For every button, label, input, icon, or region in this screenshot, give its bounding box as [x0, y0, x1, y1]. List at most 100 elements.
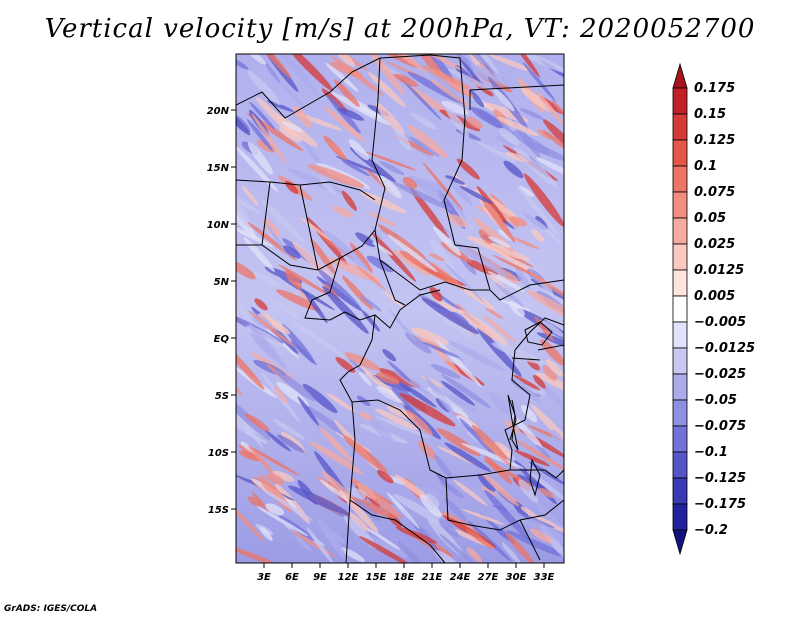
field-streak [539, 382, 564, 412]
colorbar-segment [672, 113, 688, 141]
colorbar-segment [672, 191, 688, 219]
field-streak [393, 182, 453, 211]
colorbar-segment [672, 295, 688, 323]
field-streak [323, 105, 365, 143]
field-streak [236, 193, 252, 229]
field-streak [538, 487, 555, 499]
lon-label: 15E [366, 572, 387, 583]
field-streak [306, 527, 334, 563]
field-streak [341, 190, 357, 211]
field-streak [302, 383, 338, 414]
field-streak [488, 236, 511, 248]
field-streak [441, 100, 469, 115]
field-streak [290, 320, 347, 359]
field-streak [433, 549, 458, 563]
colorbar-label: −0.0125 [694, 341, 755, 356]
field-streak [480, 513, 515, 545]
field-streak [418, 441, 437, 460]
field-streak [475, 140, 517, 163]
field-streak [535, 372, 564, 396]
field-streak [411, 327, 449, 345]
field-streak [466, 547, 482, 563]
field-streak [322, 285, 369, 334]
field-streak [528, 271, 564, 307]
field-streak [236, 342, 265, 390]
field-streak [277, 434, 305, 453]
latitude-axis: 20N 15N 10N 5N EQ 5S 10S 15S [207, 106, 236, 516]
field-streak [365, 151, 417, 171]
field-streak [288, 485, 350, 516]
field-streak [423, 387, 464, 410]
field-streak [236, 56, 249, 70]
field-streak [485, 307, 504, 320]
field-streak [535, 444, 551, 459]
field-streak [248, 142, 273, 175]
lon-label: 21E [422, 572, 443, 583]
field-streak [414, 485, 446, 498]
lon-label: 12E [338, 572, 359, 583]
lat-label: 10S [208, 448, 229, 459]
lake-outlines [507, 321, 553, 497]
field-streak [405, 409, 433, 436]
field-streak [391, 388, 422, 420]
field-streak [360, 295, 382, 312]
field-streak [433, 454, 453, 480]
field-streak [518, 185, 535, 198]
field-streak [290, 340, 317, 366]
field-streak [261, 199, 305, 243]
field-streak [419, 494, 442, 517]
field-streak [436, 427, 481, 457]
field-streak [425, 493, 440, 508]
colorbar-label: 0.15 [694, 107, 726, 122]
colorbar-label: −0.05 [694, 393, 737, 408]
field-streak [533, 515, 564, 535]
field-streak [529, 528, 553, 544]
grads-credit: GrADS: IGES/COLA [4, 604, 98, 614]
field-streak [238, 450, 261, 462]
colorbar-label: 0.025 [694, 237, 735, 252]
field-streak [236, 545, 278, 563]
field-streak [285, 54, 334, 92]
field-streak [542, 365, 558, 381]
colorbar-labels: 0.175 0.15 0.125 0.1 0.075 0.05 0.025 0.… [694, 81, 755, 538]
field-streak [262, 488, 313, 521]
field-streak [429, 239, 454, 270]
field-streak [398, 381, 437, 408]
field-streak [437, 312, 474, 338]
field-streak [251, 491, 270, 514]
field-streak [430, 79, 471, 107]
field-streak [409, 112, 437, 130]
field-streak [266, 472, 285, 485]
field-streak [302, 288, 328, 324]
field-streak [509, 216, 528, 227]
field-streak [375, 102, 405, 136]
field-streak [540, 319, 564, 338]
field-streak [329, 61, 363, 78]
colorbar-label: −0.2 [694, 523, 728, 538]
colorbar-label: 0.05 [694, 211, 726, 226]
field-streak [459, 285, 495, 310]
field-streak [309, 441, 364, 475]
field-streak [271, 470, 295, 482]
lon-label: 24E [450, 572, 471, 583]
field-streak [247, 70, 281, 106]
field-streak [515, 439, 564, 473]
field-streak [358, 536, 413, 563]
field-streak [377, 470, 394, 484]
field-streak [279, 126, 302, 143]
field-streak [506, 508, 536, 528]
field-streak [273, 386, 289, 404]
field-streak [376, 372, 400, 385]
field-streak [335, 357, 356, 373]
field-streak [487, 271, 525, 292]
field-streak [470, 106, 504, 129]
field-streak [470, 54, 505, 85]
field-streak [236, 145, 279, 193]
field-streak [484, 489, 531, 541]
field-streak [332, 206, 354, 218]
field-streak [481, 472, 520, 507]
colorbar-segment [672, 269, 688, 297]
field-streak [351, 478, 403, 519]
field-streak [262, 218, 280, 238]
field-streak [284, 269, 303, 290]
